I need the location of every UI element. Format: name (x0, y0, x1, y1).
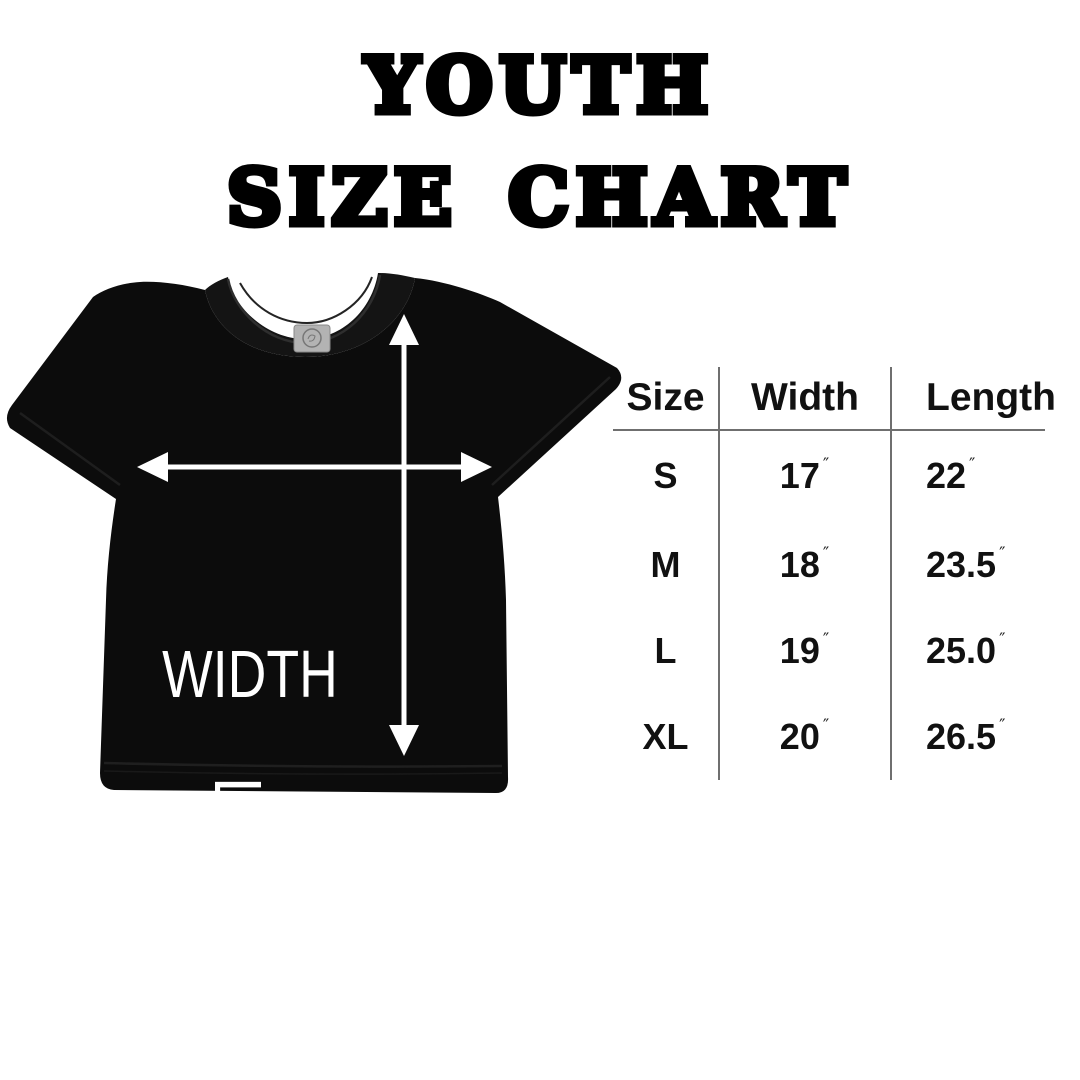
neck-tag-logo-mark (307, 334, 316, 342)
row-l-width-value: 19 (779, 630, 820, 671)
row-s-size: S (653, 455, 678, 496)
width-measure-label: WIDTH (162, 637, 338, 712)
row-m-width-value: 18 (779, 543, 820, 585)
row-xl-length-value: 26.5 (926, 716, 997, 757)
row-l-length-value: 25.0 (926, 630, 997, 671)
row-xl-width-value: 20 (779, 716, 820, 757)
row-m-size: M (650, 543, 681, 585)
inch-mark: ″ (822, 455, 831, 475)
row-s-length-value: 22 (926, 455, 967, 496)
row-s-length: 22 ″ (890, 431, 1045, 521)
back-collar-edge (239, 276, 373, 325)
width-arrow (137, 452, 492, 482)
tshirt-graphic (6, 273, 622, 793)
inch-mark: ″ (999, 543, 1007, 564)
page-title-line-2: SIZE CHART (224, 150, 853, 246)
inch-mark: ″ (999, 716, 1007, 736)
row-xl-size: XL (642, 716, 689, 757)
neck-tag (293, 324, 331, 353)
row-l-length: 25.0 ″ (890, 608, 1045, 694)
row-l-width: 19 ″ (718, 608, 890, 694)
row-m-length-value: 23.5 (926, 543, 997, 585)
length-arrow (389, 314, 419, 756)
row-xl-length: 26.5 ″ (890, 694, 1045, 780)
row-m-width: 18 ″ (718, 521, 890, 608)
hem-seam-2 (103, 770, 503, 775)
column-header-length: Length (890, 367, 1056, 431)
column-header-width: Width (718, 367, 890, 431)
left-cuff-seam (19, 411, 121, 487)
inch-mark: ″ (822, 630, 831, 650)
collar-band (205, 273, 415, 357)
row-s-width: 17 ″ (718, 431, 890, 521)
row-m-length: 23.5 ″ (890, 521, 1045, 608)
column-header-size: Size (613, 367, 718, 431)
page-title-line-1: YOUTH (361, 38, 716, 134)
inch-mark: ″ (822, 716, 831, 736)
row-l-size: L (654, 630, 677, 671)
tshirt-diagram: WIDTH LENGHT (0, 265, 640, 1016)
row-s-width-value: 17 (779, 455, 820, 496)
length-measure-label: LENGHT (200, 777, 275, 1017)
size-table: Size Width Length S 17 ″ 22 ″ M 18 ″ 23.5 ″ … (613, 367, 1056, 780)
hem-seam (103, 761, 503, 768)
tshirt-silhouette (6, 278, 622, 793)
neck-tag-logo (302, 328, 322, 348)
page-title: YOUTH SIZE CHART (0, 30, 1080, 254)
inch-mark: ″ (969, 455, 977, 475)
inch-mark: ″ (999, 630, 1007, 650)
row-xl-width: 20 ″ (718, 694, 890, 780)
right-cuff-seam (491, 376, 611, 486)
inch-mark: ″ (822, 543, 831, 564)
